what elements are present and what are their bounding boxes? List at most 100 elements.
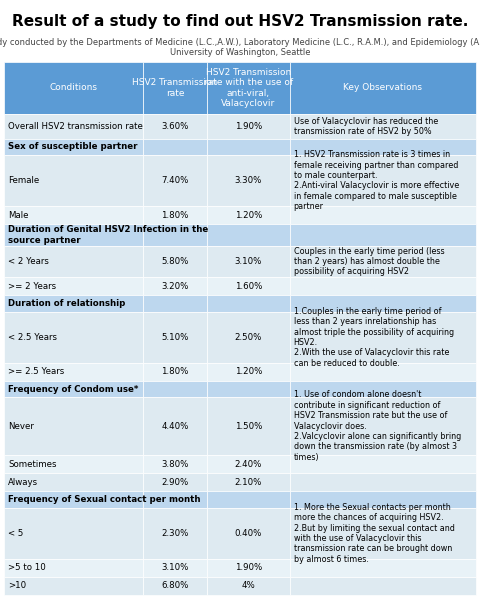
- Text: < 5: < 5: [8, 529, 24, 538]
- Bar: [4, 246, 143, 277]
- Bar: [4, 114, 143, 139]
- Bar: [207, 381, 289, 398]
- Bar: [207, 114, 289, 139]
- Text: 2.40%: 2.40%: [235, 460, 262, 469]
- Text: 1.20%: 1.20%: [235, 211, 262, 220]
- Bar: [143, 155, 207, 206]
- Text: 1.90%: 1.90%: [235, 564, 262, 573]
- Bar: [4, 139, 143, 155]
- Text: University of Washington, Seattle: University of Washington, Seattle: [170, 48, 310, 57]
- Bar: [4, 473, 143, 491]
- Text: 3.60%: 3.60%: [161, 122, 189, 131]
- Bar: [143, 507, 207, 559]
- Text: 3.20%: 3.20%: [161, 282, 189, 291]
- Bar: [289, 559, 476, 577]
- Bar: [4, 381, 143, 398]
- Text: Duration of Genital HSV2 Infection in the
source partner: Duration of Genital HSV2 Infection in th…: [8, 226, 208, 245]
- Text: >= 2 Years: >= 2 Years: [8, 282, 56, 291]
- Bar: [207, 455, 289, 473]
- Bar: [289, 381, 476, 398]
- Bar: [289, 246, 476, 277]
- Bar: [289, 62, 476, 114]
- Text: Never: Never: [8, 421, 34, 430]
- Bar: [143, 224, 207, 246]
- Bar: [4, 455, 143, 473]
- Bar: [143, 363, 207, 381]
- Bar: [143, 577, 207, 595]
- Bar: [143, 246, 207, 277]
- Bar: [4, 312, 143, 363]
- Text: Duration of relationship: Duration of relationship: [8, 299, 125, 308]
- Text: Always: Always: [8, 478, 38, 487]
- Text: 2.50%: 2.50%: [235, 333, 262, 341]
- Text: Use of Valacyclovir has reduced the
transmission rate of HSV2 by 50%: Use of Valacyclovir has reduced the tran…: [294, 116, 438, 136]
- Bar: [143, 473, 207, 491]
- Text: 3.10%: 3.10%: [161, 564, 189, 573]
- Bar: [207, 295, 289, 312]
- Text: 1.Couples in the early time period of
less than 2 years inrelationship has
almos: 1.Couples in the early time period of le…: [294, 307, 454, 368]
- Text: >5 to 10: >5 to 10: [8, 564, 46, 573]
- Bar: [207, 206, 289, 224]
- Bar: [4, 559, 143, 577]
- Text: Conditions: Conditions: [49, 84, 97, 93]
- Text: Frequency of Condom use*: Frequency of Condom use*: [8, 384, 138, 393]
- Text: < 2 Years: < 2 Years: [8, 257, 49, 266]
- Bar: [143, 398, 207, 455]
- Text: Female: Female: [8, 176, 39, 185]
- Text: Sex of susceptible partner: Sex of susceptible partner: [8, 143, 137, 152]
- Bar: [143, 491, 207, 507]
- Bar: [4, 62, 143, 114]
- Text: >10: >10: [8, 581, 26, 590]
- Bar: [143, 381, 207, 398]
- Text: 4%: 4%: [241, 581, 255, 590]
- Text: 2.30%: 2.30%: [161, 529, 189, 538]
- Bar: [207, 246, 289, 277]
- Text: 0.40%: 0.40%: [235, 529, 262, 538]
- Bar: [289, 455, 476, 473]
- Text: 3.30%: 3.30%: [235, 176, 262, 185]
- Bar: [207, 507, 289, 559]
- Bar: [207, 312, 289, 363]
- Text: 7.40%: 7.40%: [161, 176, 189, 185]
- Text: 1. Use of condom alone doesn't
contribute in significant reduction of
HSV2 Trans: 1. Use of condom alone doesn't contribut…: [294, 390, 461, 462]
- Text: >= 2.5 Years: >= 2.5 Years: [8, 367, 64, 376]
- Text: 1.50%: 1.50%: [235, 421, 262, 430]
- Bar: [289, 155, 476, 206]
- Bar: [4, 295, 143, 312]
- Text: Study conducted by the Departments of Medicine (L.C.,A.W.), Laboratory Medicine : Study conducted by the Departments of Me…: [0, 38, 480, 47]
- Bar: [4, 491, 143, 507]
- Bar: [207, 139, 289, 155]
- Bar: [4, 507, 143, 559]
- Bar: [207, 559, 289, 577]
- Text: 1.20%: 1.20%: [235, 367, 262, 376]
- Bar: [289, 507, 476, 559]
- Text: 4.40%: 4.40%: [161, 421, 189, 430]
- Bar: [289, 398, 476, 455]
- Bar: [207, 398, 289, 455]
- Text: Couples in the early time period (less
than 2 years) has almost double the
possi: Couples in the early time period (less t…: [294, 247, 444, 276]
- Bar: [143, 455, 207, 473]
- Bar: [143, 206, 207, 224]
- Text: 2.90%: 2.90%: [161, 478, 189, 487]
- Bar: [207, 224, 289, 246]
- Bar: [289, 224, 476, 246]
- Bar: [143, 139, 207, 155]
- Bar: [289, 295, 476, 312]
- Bar: [143, 312, 207, 363]
- Text: 3.10%: 3.10%: [235, 257, 262, 266]
- Bar: [4, 224, 143, 246]
- Bar: [289, 363, 476, 381]
- Bar: [289, 312, 476, 363]
- Bar: [143, 559, 207, 577]
- Bar: [4, 577, 143, 595]
- Bar: [207, 277, 289, 295]
- Text: Overall HSV2 transmission rate: Overall HSV2 transmission rate: [8, 122, 143, 131]
- Bar: [289, 577, 476, 595]
- Bar: [207, 155, 289, 206]
- Text: 1. More the Sexual contacts per month
more the chances of acquiring HSV2.
2.But : 1. More the Sexual contacts per month mo…: [294, 503, 455, 564]
- Bar: [207, 363, 289, 381]
- Bar: [4, 363, 143, 381]
- Text: 1.80%: 1.80%: [161, 211, 189, 220]
- Text: 5.80%: 5.80%: [161, 257, 189, 266]
- Bar: [289, 473, 476, 491]
